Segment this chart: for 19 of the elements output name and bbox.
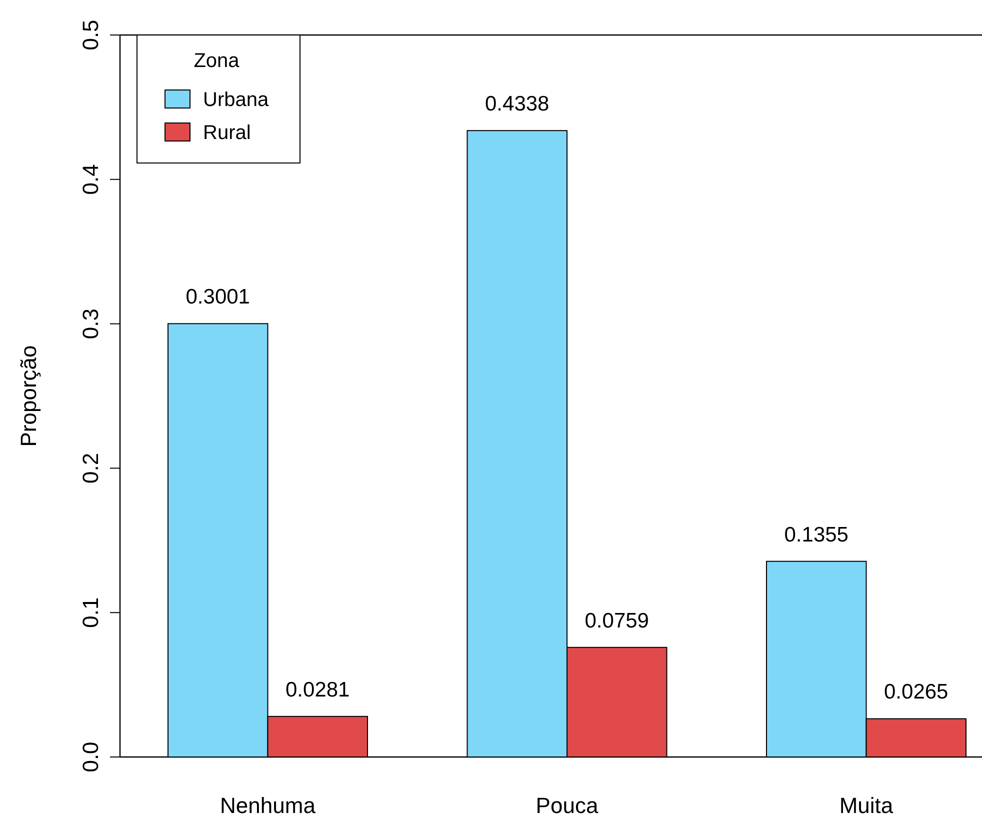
y-tick-label: 0.5 <box>78 20 103 50</box>
data-label: 0.4338 <box>485 92 550 116</box>
data-label: 0.1355 <box>784 523 848 546</box>
data-label: 0.0759 <box>584 609 649 632</box>
legend-label: Urbana <box>203 89 270 111</box>
legend-title: Zona <box>194 50 240 72</box>
x-tick-label: Nenhuma <box>220 793 316 818</box>
y-tick-label: 0.1 <box>78 597 103 628</box>
data-label: 0.0265 <box>884 680 948 704</box>
data-label: 0.3001 <box>186 286 250 309</box>
x-tick-label: Pouca <box>536 793 599 818</box>
y-axis-title: Proporção <box>16 345 41 447</box>
y-tick-label: 0.4 <box>78 164 103 195</box>
y-tick-label: 0.2 <box>78 452 103 484</box>
y-tick-label: 0.0 <box>78 742 103 772</box>
legend-label: Rural <box>203 122 251 144</box>
y-tick-label: 0.3 <box>78 308 103 340</box>
x-tick-label: Muita <box>839 793 894 818</box>
data-label: 0.0281 <box>286 678 350 702</box>
